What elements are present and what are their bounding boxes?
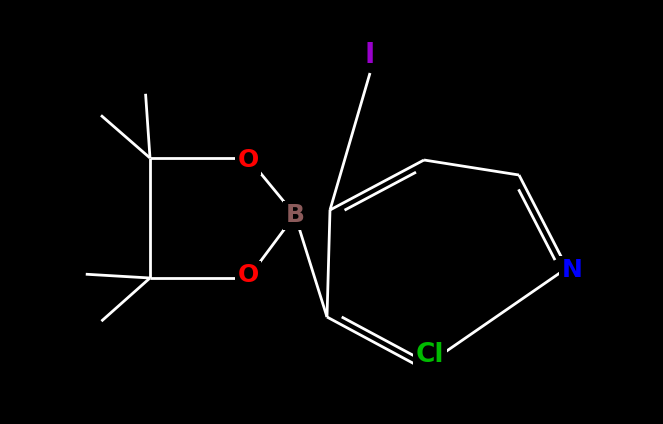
Text: Cl: Cl (416, 342, 444, 368)
Text: I: I (365, 41, 375, 69)
Text: O: O (237, 263, 259, 287)
Text: O: O (237, 148, 259, 172)
Text: B: B (286, 203, 304, 227)
Text: N: N (562, 258, 582, 282)
